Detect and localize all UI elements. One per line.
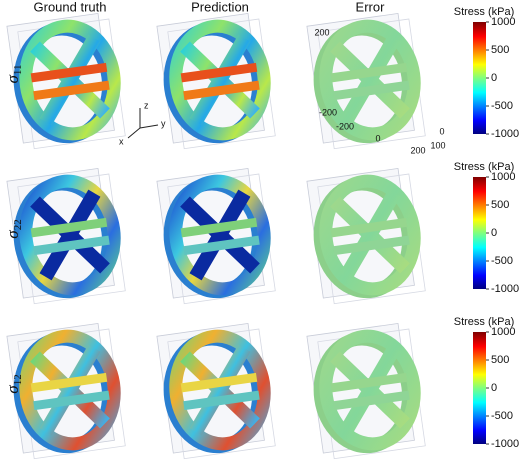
colorbar <box>473 22 486 134</box>
wheel-rim <box>319 19 421 141</box>
colorbar-tick-label: 500 <box>491 354 509 366</box>
wheel-render <box>6 323 126 460</box>
row-subscript: 11 <box>12 65 24 76</box>
spokes <box>330 189 410 281</box>
bar <box>183 235 260 256</box>
axis-label: y <box>161 118 166 128</box>
wheel-render <box>306 13 426 150</box>
row-subscript: 22 <box>12 219 24 230</box>
colorbar <box>473 177 486 289</box>
colorbar-tick-label: 0 <box>491 382 497 394</box>
axis-tick-label: 200 <box>410 145 425 155</box>
spokes <box>330 34 410 126</box>
axis-tick-label: -200 <box>336 121 354 131</box>
colorbar-tick-label: -500 <box>491 410 513 422</box>
bar <box>30 62 108 83</box>
bar <box>330 217 408 238</box>
wheel-rim <box>19 329 121 451</box>
bar <box>183 390 260 411</box>
column-title: Prediction <box>191 0 249 14</box>
colorbar-tick-label: -500 <box>491 100 513 112</box>
wheel-rim <box>169 174 271 296</box>
colorbar-tick-label: 1000 <box>491 16 515 28</box>
wheel-rim <box>169 19 271 141</box>
spokes <box>30 34 110 126</box>
axis-tick-label: 0 <box>439 126 444 136</box>
colorbar-tick-label: 500 <box>491 44 509 56</box>
wheel-rim <box>319 174 421 296</box>
bar <box>33 235 110 256</box>
spokes <box>180 189 260 281</box>
colorbar-tick-label: -1000 <box>491 438 519 450</box>
row-label: σ22 <box>3 219 24 238</box>
bar <box>33 390 110 411</box>
axis-tick-label: 200 <box>314 27 329 37</box>
spokes <box>30 189 110 281</box>
axis-label: z <box>144 100 149 110</box>
wheel-render <box>6 168 126 305</box>
column-title: Error <box>356 0 386 14</box>
column-title: Ground truth <box>34 0 107 14</box>
row-label: σ12 <box>3 374 24 393</box>
axis-tick-label: 100 <box>430 140 445 150</box>
colorbar <box>473 332 486 444</box>
spokes <box>330 344 410 436</box>
wheel-render <box>306 168 426 305</box>
row-symbol: σ <box>3 230 22 239</box>
wheel-render <box>156 13 276 150</box>
row-label: σ11 <box>3 65 24 84</box>
bar <box>180 372 258 393</box>
spokes <box>180 34 260 126</box>
spokes <box>30 344 110 436</box>
wheel-render <box>156 323 276 460</box>
bar <box>180 217 258 238</box>
wheel-render <box>6 13 126 150</box>
row-symbol: σ <box>3 385 22 394</box>
bar <box>333 80 410 101</box>
colorbar-tick-label: -1000 <box>491 283 519 295</box>
colorbar-tick-label: 500 <box>491 199 509 211</box>
axis-arrows <box>127 108 159 139</box>
colorbar-tick-label: -500 <box>491 255 513 267</box>
row-symbol: σ <box>3 74 22 83</box>
wheel-rim <box>319 329 421 451</box>
bar <box>30 217 108 238</box>
colorbar-title: Stress (kPa) <box>454 316 515 328</box>
axis-tick-label: -200 <box>319 107 337 117</box>
colorbar-tick-label: 0 <box>491 72 497 84</box>
axis-tick-label: 0 <box>375 133 380 143</box>
colorbar-tick-label: 1000 <box>491 171 515 183</box>
wheel-render <box>156 168 276 305</box>
bar <box>180 62 258 83</box>
bar <box>333 235 410 256</box>
axis-label: x <box>119 136 124 146</box>
colorbar-tick-label: 1000 <box>491 326 515 338</box>
wheel-rim <box>169 329 271 451</box>
bar <box>333 390 410 411</box>
row-subscript: 12 <box>12 374 24 385</box>
spokes <box>180 344 260 436</box>
wheel-rim <box>19 174 121 296</box>
wheel-rim <box>19 19 121 141</box>
bar <box>330 62 408 83</box>
bar <box>183 80 260 101</box>
bar <box>330 372 408 393</box>
colorbar-title: Stress (kPa) <box>454 161 515 173</box>
bar <box>30 372 108 393</box>
bar <box>33 80 110 101</box>
colorbar-tick-label: 0 <box>491 227 497 239</box>
colorbar-title: Stress (kPa) <box>454 6 515 18</box>
wheel-render <box>306 323 426 460</box>
colorbar-tick-label: -1000 <box>491 128 519 140</box>
